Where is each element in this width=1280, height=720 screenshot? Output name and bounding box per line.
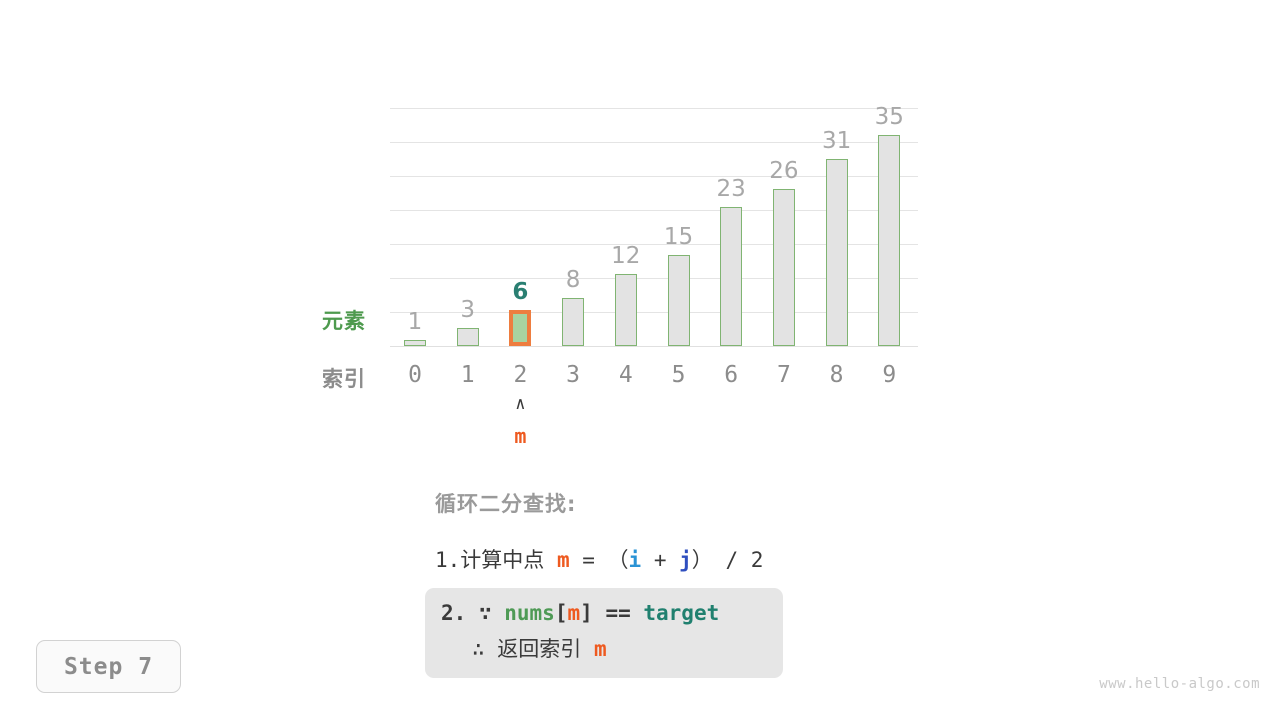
gridline	[390, 108, 918, 109]
step2-return-text: 返回索引	[497, 637, 594, 661]
step2-therefore-icon: ∴	[472, 637, 498, 661]
plot-area	[390, 100, 918, 350]
caption-step-2-line-2: ∴ 返回索引 m	[472, 633, 767, 663]
x-tick-label: 5	[671, 362, 686, 388]
x-tick-label: 1	[460, 362, 475, 388]
bar-value-label: 8	[565, 267, 581, 293]
caption-step-1: 1.计算中点 m = （i + j） / 2	[435, 544, 895, 574]
bar	[456, 328, 479, 346]
x-tick-label: 0	[408, 362, 422, 388]
axis-baseline	[390, 346, 918, 347]
bar-value-label: 6	[512, 279, 529, 305]
gridline	[390, 210, 918, 211]
pointer-label-m: m	[514, 424, 527, 448]
x-tick-label: 7	[776, 362, 791, 388]
pointer-marker-m: ∧ m	[490, 394, 550, 449]
x-tick-label: 3	[566, 362, 581, 388]
step1-token-m: m	[556, 548, 570, 572]
bar	[614, 274, 637, 346]
step2-equals: ==	[592, 601, 644, 625]
x-tick-label: 9	[882, 362, 897, 388]
step2-return-token-m: m	[593, 637, 607, 661]
bar-value-label: 35	[874, 104, 904, 130]
gridline	[390, 312, 918, 313]
x-tick-label: 2	[513, 362, 528, 388]
step1-tail: ） / 2	[691, 548, 764, 572]
gridline	[390, 244, 918, 245]
step1-eq: = （	[569, 548, 629, 572]
gridline	[390, 142, 918, 143]
bar	[825, 159, 848, 346]
bar-value-label: 31	[821, 128, 852, 154]
bar-highlighted	[509, 310, 532, 346]
gridline	[390, 278, 918, 279]
bar	[667, 255, 690, 346]
step1-token-i: i	[628, 548, 642, 572]
step2-bracket-close: ]	[580, 601, 593, 625]
bar	[404, 340, 426, 346]
bar	[720, 207, 743, 346]
index-axis-label: 索引	[322, 367, 366, 391]
pointer-caret-icon: ∧	[515, 394, 526, 414]
x-tick-label: 4	[618, 362, 633, 388]
step1-text: 计算中点	[460, 548, 557, 572]
bar-value-label: 12	[611, 243, 641, 269]
step2-token-target: target	[643, 601, 720, 625]
bar	[562, 298, 585, 346]
x-tick-label: 8	[829, 362, 844, 388]
step2-because-icon: ∵	[478, 601, 505, 625]
step-badge: Step 7	[36, 640, 181, 693]
x-tick-label: 6	[724, 362, 739, 388]
gridline	[390, 176, 918, 177]
step2-bracket-open: [	[554, 601, 568, 625]
bar	[772, 189, 795, 346]
bar-value-label: 1	[407, 309, 423, 335]
bar-value-label: 3	[460, 297, 475, 323]
bar-value-label: 23	[716, 176, 746, 202]
caption-step-2-line-1: 2. ∵ nums[m] == target	[441, 601, 767, 625]
step1-token-j: j	[679, 548, 692, 572]
step1-plus: +	[641, 548, 680, 572]
step2-token-nums: nums	[504, 601, 555, 625]
bar-value-label: 26	[769, 158, 799, 184]
bar	[878, 135, 901, 346]
caption-title: 循环二分查找:	[435, 492, 577, 516]
bar-value-label: 15	[663, 224, 694, 250]
watermark: www.hello-algo.com	[1099, 676, 1260, 692]
element-axis-label: 元素	[322, 309, 366, 333]
step2-number: 2.	[441, 601, 467, 625]
caption-step-2-highlight-box: 2. ∵ nums[m] == target ∴ 返回索引 m	[425, 588, 783, 678]
step2-token-m: m	[567, 601, 581, 625]
step1-number: 1.	[435, 548, 461, 572]
caption-block: 循环二分查找: 1.计算中点 m = （i + j） / 2 2. ∵ nums…	[425, 488, 895, 678]
